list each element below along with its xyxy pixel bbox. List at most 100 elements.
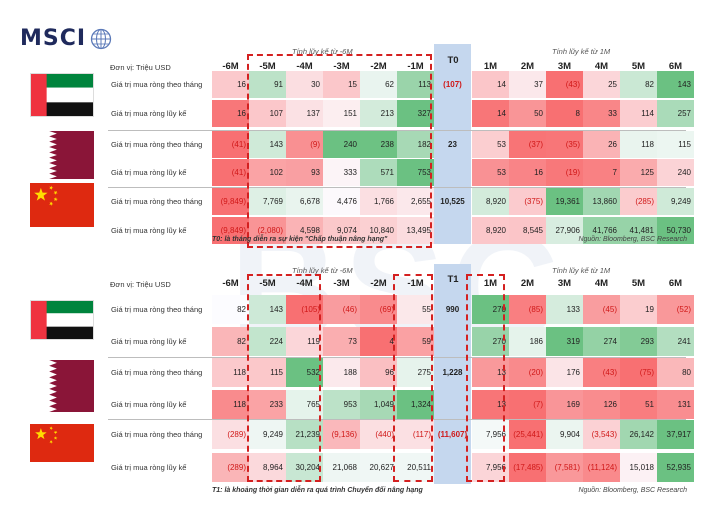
table-cell: (19) xyxy=(546,159,583,186)
table-cell: 53 xyxy=(472,159,509,186)
table-cell xyxy=(434,159,471,186)
table-row: Giá trị mua ròng lũy kế 118 233 765 953 1,049… xyxy=(108,390,694,419)
footnote: T1: là khoảng thời gian diễn ra quá trìn… xyxy=(212,487,423,494)
table-cell: 4,476 xyxy=(323,188,360,215)
column-header: 6M xyxy=(668,278,683,289)
table-cell: 1,049 xyxy=(360,390,397,419)
table-cell: 9,249 xyxy=(249,420,286,449)
column-header: -5M xyxy=(259,278,276,289)
row-label: Giá trị mua ròng lũy kế xyxy=(111,462,187,472)
table-cell: (17,485) xyxy=(509,453,546,482)
table-cell: 16 xyxy=(509,159,546,186)
table-cell: (20) xyxy=(509,358,546,387)
table-cell: (46) xyxy=(323,295,360,324)
column-header: 5M xyxy=(631,278,646,289)
table-cell: (440) xyxy=(360,420,397,449)
table-cell: 10,840 xyxy=(360,217,397,244)
table-cell: 118 xyxy=(212,390,249,419)
table-row: Giá trị mua ròng theo tháng (41) 143 (9) 240… xyxy=(108,131,694,158)
table-cell: 143 xyxy=(249,295,286,324)
table-cell: (289) xyxy=(212,420,249,449)
table-cell: 115 xyxy=(249,358,286,387)
table-cell: 9,904 xyxy=(546,420,583,449)
table-cell: 137 xyxy=(286,100,323,127)
table-row: Giá trị mua ròng lũy kế (9,849) (2,080) 4,5… xyxy=(108,217,694,244)
table-cell: 33 xyxy=(583,100,620,127)
column-header: -6M xyxy=(222,61,239,72)
table-cell: 7 xyxy=(583,159,620,186)
table-row: Giá trị mua ròng theo tháng (9,849) 7,769 6… xyxy=(108,188,694,215)
table-cell: 115 xyxy=(657,131,694,158)
column-header: -1M xyxy=(407,278,424,289)
table-cell: 114 xyxy=(620,100,657,127)
table-row: Giá trị mua ròng lũy kế 82 224 119 73 4 59 270 1… xyxy=(108,327,694,356)
table-row: Giá trị mua ròng theo tháng 82 143 (105) (46… xyxy=(108,295,694,324)
table-cell: 270 xyxy=(472,295,509,324)
highlight-box xyxy=(393,274,433,482)
china-flag-icon xyxy=(30,183,94,232)
table-cell: (107) xyxy=(443,80,462,89)
table-cell: 238 xyxy=(360,131,397,158)
table-cell: 119 xyxy=(286,327,323,356)
table-cell: 233 xyxy=(249,390,286,419)
table-cell: 8,545 xyxy=(509,217,546,244)
table-cell: (289) xyxy=(212,453,249,482)
column-header: -4M xyxy=(296,278,313,289)
table-cell: 213 xyxy=(360,100,397,127)
before-period-label: Tính lũy kế từ -6M xyxy=(292,47,353,56)
column-header: -2M xyxy=(370,278,387,289)
table-cell: 274 xyxy=(583,327,620,356)
table-cell: 126 xyxy=(583,390,620,419)
table-cell: (43) xyxy=(546,71,583,98)
table-cell: 7,956 xyxy=(472,420,509,449)
column-header: -3M xyxy=(333,61,350,72)
table-cell: 55 xyxy=(397,295,434,324)
table-cell: 13 xyxy=(472,390,509,419)
uae-flag-icon xyxy=(30,300,94,345)
row-label: Giá trị mua ròng lũy kế xyxy=(111,225,187,235)
table-cell: 19,361 xyxy=(546,188,583,215)
msci-logo-text: MSCI xyxy=(20,26,87,51)
unit-label: Đơn vị: Triệu USD xyxy=(110,63,171,72)
table-cell: 169 xyxy=(546,390,583,419)
column-header: 2M xyxy=(520,278,535,289)
table-cell: 73 xyxy=(323,327,360,356)
table-cell: 953 xyxy=(323,390,360,419)
uae-flag-icon xyxy=(30,73,94,122)
table-cell: 113 xyxy=(397,71,434,98)
table-row: Giá trị mua ròng theo tháng (289) 9,249 21,… xyxy=(108,420,694,449)
row-label: Giá trị mua ròng lũy kế xyxy=(111,399,187,409)
table-cell: 270 xyxy=(472,327,509,356)
table-cell xyxy=(434,100,471,127)
table-cell: 26 xyxy=(583,131,620,158)
table-cell: 240 xyxy=(657,159,694,186)
table-cell: 125 xyxy=(620,159,657,186)
after-period-label: Tính lũy kế từ 1M xyxy=(552,266,611,275)
panel-t0: Đơn vị: Triệu USD Tính lũy kế từ -6M Tính … xyxy=(0,44,719,252)
column-header: -2M xyxy=(370,61,387,72)
table-row: Giá trị mua ròng lũy kế 16 107 137 151 213 327… xyxy=(108,100,694,127)
table-cell: (43) xyxy=(583,358,620,387)
table-row: Giá trị mua ròng lũy kế (289) 8,964 30,204 2… xyxy=(108,453,694,482)
table-cell: 80 xyxy=(657,358,694,387)
table-cell: (375) xyxy=(509,188,546,215)
table-cell: 182 xyxy=(397,131,434,158)
table-cell: 7,956 xyxy=(472,453,509,482)
table-cell: 241 xyxy=(657,327,694,356)
column-header: -6M xyxy=(222,278,239,289)
table-cell: 91 xyxy=(249,71,286,98)
table-cell: (2,080) xyxy=(249,217,286,244)
table-cell: (105) xyxy=(286,295,323,324)
row-label: Giá trị mua ròng theo tháng xyxy=(111,196,203,206)
panel-t1: Đơn vị: Triệu USD Tính lũy kế từ -6M Tính … xyxy=(0,264,719,502)
table-cell: 6,678 xyxy=(286,188,323,215)
table-cell: 21,068 xyxy=(323,453,360,482)
table-cell: 53 xyxy=(472,131,509,158)
column-header: 3M xyxy=(557,61,572,72)
table-cell: 96 xyxy=(360,358,397,387)
table-cell: 131 xyxy=(657,390,694,419)
table-cell: 82 xyxy=(620,71,657,98)
table-cell: 990 xyxy=(445,305,460,314)
table-cell: 15,018 xyxy=(620,453,657,482)
table-cell: 2,655 xyxy=(397,188,434,215)
